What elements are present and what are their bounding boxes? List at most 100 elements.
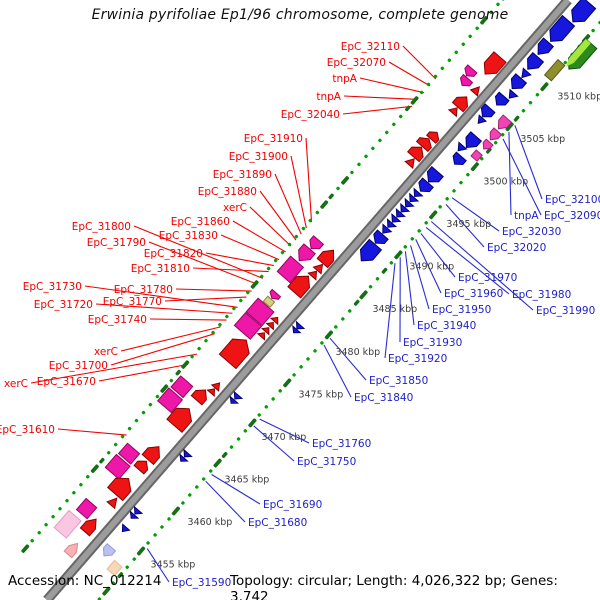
gene-arrow-plus[interactable] (287, 275, 311, 299)
gene-label-blue[interactable]: EpC_32090 (544, 210, 600, 222)
gene-arrow-minus[interactable] (465, 131, 483, 149)
gene-label-red[interactable]: EpC_31800 (72, 221, 131, 233)
gene-arrow-minus[interactable] (391, 213, 402, 223)
gene-arrow-plus[interactable] (233, 311, 263, 340)
gene-label-blue[interactable]: EpC_31920 (388, 353, 447, 365)
gene-arrow-minus[interactable] (404, 197, 415, 208)
gene-label-red[interactable]: EpC_31910 (244, 133, 303, 145)
gene-label-red[interactable]: EpC_31860 (171, 216, 230, 228)
gene-arrow-minus[interactable] (233, 390, 244, 400)
gene-arrow-plus[interactable] (276, 255, 305, 284)
gene-label-blue[interactable]: EpC_31750 (297, 456, 356, 468)
gene-label-red[interactable]: EpC_31900 (229, 151, 288, 163)
gene-label-red[interactable]: tnpA (316, 91, 341, 103)
gene-arrow-plus[interactable] (262, 295, 276, 308)
gene-arrow-minus[interactable] (395, 207, 406, 218)
gene-arrow-plus[interactable] (451, 96, 469, 113)
gene-arrow-minus[interactable] (470, 149, 483, 162)
gene-arrow-plus[interactable] (210, 382, 221, 392)
gene-arrow-minus[interactable] (521, 67, 532, 79)
gene-arrow-plus[interactable] (53, 509, 82, 539)
gene-label-blue[interactable]: EpC_31940 (417, 320, 476, 332)
gene-label-red[interactable]: EpC_31830 (159, 230, 218, 242)
gene-label-blue[interactable]: EpC_31680 (248, 517, 307, 529)
gene-arrow-minus[interactable] (567, 37, 598, 70)
gene-label-red[interactable]: EpC_31770 (103, 296, 162, 308)
gene-label-red[interactable]: EpC_31780 (114, 284, 173, 296)
gene-arrow-minus[interactable] (508, 88, 519, 99)
gene-label-red[interactable]: EpC_31740 (88, 314, 147, 326)
gene-label-blue[interactable]: EpC_32030 (502, 226, 561, 238)
gene-arrow-minus[interactable] (386, 218, 398, 228)
gene-arrow-minus[interactable] (295, 320, 306, 330)
gene-arrow-plus[interactable] (269, 288, 282, 300)
gene-arrow-plus[interactable] (447, 107, 458, 118)
gene-label-blue[interactable]: EpC_32100 (545, 194, 600, 206)
gene-arrow-plus[interactable] (298, 243, 316, 262)
gene-arrow-plus[interactable] (260, 327, 270, 336)
gene-arrow-plus[interactable] (469, 86, 480, 97)
gene-arrow-minus[interactable] (489, 127, 503, 141)
gene-arrow-minus[interactable] (400, 202, 411, 213)
gene-arrow-minus[interactable] (292, 324, 302, 334)
gene-arrow-minus[interactable] (527, 51, 545, 70)
gene-arrow-plus[interactable] (316, 249, 335, 269)
gene-arrow-minus[interactable] (571, 0, 597, 23)
gene-arrow-plus[interactable] (166, 407, 193, 434)
gene-arrow-plus[interactable] (156, 387, 184, 414)
gene-arrow-minus[interactable] (426, 165, 444, 183)
gene-label-red[interactable]: EpC_32110 (341, 41, 400, 53)
gene-arrow-minus[interactable] (179, 453, 189, 462)
gene-arrow-minus[interactable] (457, 141, 468, 152)
gene-arrow-minus[interactable] (106, 559, 123, 577)
gene-label-red[interactable]: EpC_31820 (144, 248, 203, 260)
gene-label-blue[interactable]: tnpA (514, 210, 539, 222)
gene-label-red[interactable]: xerC (4, 378, 28, 390)
gene-label-blue[interactable]: EpC_31990 (536, 305, 595, 317)
gene-label-red[interactable]: EpC_31730 (23, 281, 82, 293)
gene-label-blue[interactable]: EpC_31980 (512, 289, 571, 301)
gene-arrow-plus[interactable] (415, 137, 432, 153)
gene-arrow-minus[interactable] (543, 58, 566, 82)
gene-arrow-plus[interactable] (206, 388, 216, 398)
gene-arrow-minus[interactable] (494, 91, 510, 106)
gene-arrow-plus[interactable] (269, 316, 279, 326)
gene-arrow-minus[interactable] (413, 187, 424, 198)
gene-arrow-plus[interactable] (464, 64, 478, 77)
gene-arrow-minus[interactable] (359, 238, 383, 262)
gene-arrow-minus[interactable] (102, 542, 117, 557)
gene-arrow-plus[interactable] (256, 332, 266, 341)
gene-arrow-plus[interactable] (190, 389, 207, 406)
gene-label-red[interactable]: EpC_31610 (0, 424, 55, 436)
gene-arrow-minus[interactable] (121, 523, 131, 533)
gene-label-red[interactable]: EpC_31720 (34, 299, 93, 311)
gene-arrow-minus[interactable] (129, 510, 140, 519)
gene-arrow-minus[interactable] (229, 395, 240, 404)
gene-arrow-plus[interactable] (75, 497, 98, 520)
gene-label-blue[interactable]: EpC_31970 (458, 272, 517, 284)
gene-label-red[interactable]: EpC_31890 (213, 169, 272, 181)
gene-arrow-minus[interactable] (409, 192, 420, 203)
gene-arrow-minus[interactable] (418, 177, 434, 193)
gene-label-blue[interactable]: EpC_31760 (312, 438, 371, 450)
gene-arrow-plus[interactable] (459, 73, 474, 87)
gene-arrow-plus[interactable] (483, 51, 507, 75)
gene-label-red[interactable]: EpC_31790 (87, 237, 146, 249)
gene-label-blue[interactable]: EpC_31850 (369, 375, 428, 387)
gene-arrow-plus[interactable] (218, 338, 250, 370)
gene-label-red[interactable]: EpC_31810 (131, 263, 190, 275)
gene-label-blue[interactable]: EpC_31960 (444, 288, 503, 300)
gene-arrow-minus[interactable] (373, 229, 389, 245)
gene-label-red[interactable]: xerC (223, 202, 247, 214)
gene-label-blue[interactable]: EpC_31840 (354, 392, 413, 404)
gene-arrow-plus[interactable] (106, 497, 118, 510)
gene-arrow-plus[interactable] (425, 131, 440, 144)
gene-arrow-minus[interactable] (482, 138, 494, 150)
gene-arrow-plus[interactable] (309, 235, 325, 250)
gene-arrow-minus[interactable] (183, 448, 193, 458)
gene-label-red[interactable]: xerC (94, 346, 118, 358)
gene-arrow-minus[interactable] (510, 73, 528, 90)
gene-arrow-plus[interactable] (170, 375, 194, 399)
gene-arrow-plus[interactable] (141, 446, 160, 466)
gene-label-blue[interactable]: EpC_31690 (263, 499, 322, 511)
